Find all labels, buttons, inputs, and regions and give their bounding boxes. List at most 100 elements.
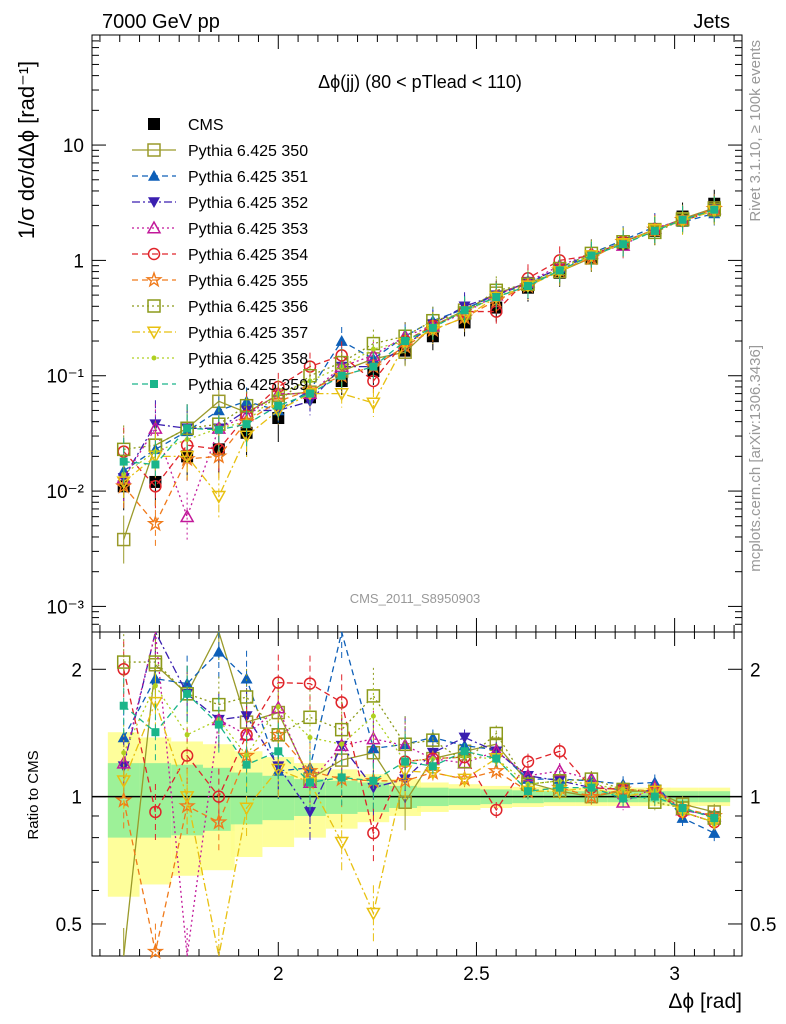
y-tick-label: 10 [63,136,84,157]
data-point [428,762,437,771]
ratio-line [123,631,715,957]
data-point [339,741,345,747]
legend-label: Pythia 6.425 355 [188,273,308,290]
ratio-y-tick-label: 1 [71,788,82,809]
x-tick-label: 3 [669,964,680,985]
data-point [146,220,162,234]
data-point [490,803,503,817]
y-axis-label: 1/σ dσ/dΔϕ [rad⁻¹] [14,61,39,239]
ratio-y-tick-label: 2 [71,660,82,681]
data-point [678,803,687,812]
data-point [458,732,471,744]
data-point [337,371,346,380]
data-point [553,745,566,758]
ratio-y-tick-label: 0.5 [56,915,82,936]
data-point [370,713,376,719]
data-point [708,827,721,838]
data-point [587,783,596,792]
main-panel: 10⁻³ 10⁻² 10⁻¹ 1 10 1/σ dσ/dΔϕ [rad⁻¹] Δϕ(jj) … [14,34,743,633]
data-point [147,247,161,261]
x-tick-label: 2 [273,964,284,985]
data-point [305,778,314,787]
data-point [487,761,505,779]
data-point [239,802,254,816]
data-point [396,771,414,789]
data-point [367,826,380,840]
series-line [123,210,715,498]
data-point [244,753,250,759]
data-point [307,734,313,740]
watermark: CMS_2011_S8950903 [350,591,481,606]
data-point [492,293,501,302]
data-point [520,768,536,782]
data-point [179,791,195,805]
data-point [275,704,281,710]
data-point [274,747,283,756]
data-point [366,907,381,921]
legend-label: Pythia 6.425 359 [188,377,308,394]
data-point [240,711,253,723]
ratio-line [123,733,715,952]
data-point [150,380,158,388]
data-point [151,460,160,469]
data-point [426,731,439,743]
data-point [650,792,659,801]
y-tick-label: 10⁻¹ [47,367,85,388]
ratio-y-axis-label: Ratio to CMS [25,750,42,839]
data-point [147,299,161,313]
x-axis-label: Δϕ [rad] [668,990,742,1013]
data-point [367,742,380,754]
data-point [272,676,285,689]
data-point [552,763,567,777]
data-point [305,389,314,398]
data-point [457,773,472,787]
data-point [460,747,469,756]
legend-label: Pythia 6.425 357 [188,325,308,342]
y-axis-label-text: 1/σ dσ/dΔϕ [rad⁻¹] [14,61,39,239]
data-point [401,757,410,766]
x-tick-label: 2.5 [463,964,489,985]
data-point [555,266,564,275]
ratio-line [123,692,715,819]
data-point [212,645,225,657]
header-left: 7000 GeV pp [102,11,220,33]
data-point [178,796,196,814]
data-point [366,397,381,411]
data-point [148,170,160,181]
data-point [303,710,317,725]
data-point [582,787,601,805]
data-point [212,790,226,803]
data-point [183,689,192,698]
y-tick-label: 10⁻² [47,482,85,503]
data-point [366,689,381,703]
data-point [521,755,535,768]
ratio-line [123,669,715,836]
data-point [647,785,663,799]
legend: CMS Pythia 6.425 350 Pythia 6.425 351 Pythi… [132,117,308,394]
legend-label: Pythia 6.425 353 [188,221,308,238]
data-point [116,655,131,669]
data-point [401,337,410,346]
data-point [183,424,192,433]
data-point [555,783,564,792]
data-point [334,836,349,850]
data-point [210,447,228,464]
data-point [242,760,251,769]
data-point [149,805,162,819]
data-point [303,677,317,690]
chart-title: Δϕ(jj) (80 < pTlead < 110) [318,72,522,92]
y-tick-label: 10⁻³ [47,597,85,618]
y-tick-label: 1 [73,251,84,272]
side-text-bottom: mcplots.cern.ch [arXiv:1306.3436] [747,345,764,572]
side-text-top: Rivet 3.1.10, ≥ 100k events [747,40,764,222]
data-point [650,226,659,235]
ratio-line [123,700,715,957]
data-point [146,514,165,532]
data-point [428,323,437,332]
ratio-y-tick-label-right: 2 [750,660,761,681]
data-point [184,732,190,738]
data-point [710,814,719,823]
data-point [369,776,378,785]
data-point [121,471,127,477]
data-point [460,306,469,315]
